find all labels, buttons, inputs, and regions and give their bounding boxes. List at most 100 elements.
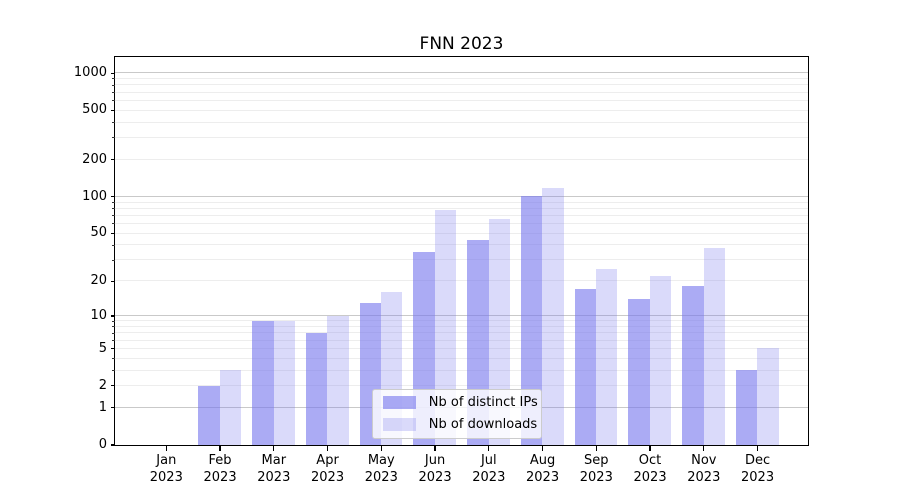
y-minor-tick-mark <box>112 259 115 261</box>
bar-downloads-nov-2023 <box>703 247 725 445</box>
bar-ips-feb-2023 <box>198 385 220 445</box>
minor-gridline-40 <box>114 244 808 246</box>
x-tick-label-apr-2023: Apr 2023 <box>311 453 345 485</box>
y-minor-tick-mark <box>112 223 115 225</box>
bar-downloads-feb-2023 <box>219 370 242 445</box>
minor-gridline-30 <box>114 259 808 261</box>
x-tick-label-aug-2023: Aug 2023 <box>526 453 560 485</box>
y-minor-tick-mark <box>112 244 115 246</box>
y-minor-tick-mark <box>112 326 115 328</box>
bar-ips-oct-2023 <box>628 299 650 445</box>
y-minor-tick-mark <box>112 332 115 334</box>
y-minor-tick-mark <box>112 121 115 123</box>
x-tick-label-dec-2023: Dec 2023 <box>741 453 775 485</box>
minor-gridline-3 <box>114 369 808 371</box>
bar-downloads-mar-2023 <box>273 320 295 445</box>
bar-downloads-aug-2023 <box>542 187 564 445</box>
x-tick-mark <box>326 446 329 451</box>
bar-downloads-sep-2023 <box>596 269 618 445</box>
y-minor-tick-mark <box>112 78 115 80</box>
x-tick-label-jul-2023: Jul 2023 <box>472 453 506 485</box>
bar-ips-nov-2023 <box>682 286 704 445</box>
bar-ips-apr-2023 <box>305 332 328 445</box>
x-tick-mark <box>649 446 651 451</box>
minor-gridline-500 <box>114 109 808 111</box>
y-minor-tick-mark <box>112 215 115 217</box>
y-minor-tick-mark <box>112 137 115 139</box>
x-tick-mark <box>488 446 490 451</box>
x-tick-mark <box>219 446 221 451</box>
y-minor-tick-mark <box>112 357 115 359</box>
minor-gridline-8 <box>114 326 808 328</box>
minor-gridline-300 <box>114 137 808 139</box>
x-tick-mark <box>380 446 382 451</box>
y-tick-label-10: 10 <box>90 307 107 323</box>
minor-gridline-20 <box>114 280 808 282</box>
legend-label: Nb of distinct IPs <box>428 394 538 410</box>
y-tick-mark <box>110 195 115 198</box>
bar-ips-aug-2023 <box>520 196 543 445</box>
minor-gridline-900 <box>114 78 808 80</box>
x-tick-mark <box>541 446 544 451</box>
minor-gridline-4 <box>114 357 808 359</box>
bar-downloads-jul-2023 <box>488 218 510 445</box>
y-tick-label-50: 50 <box>90 225 107 241</box>
y-tick-mark <box>110 444 115 446</box>
y-tick-mark <box>110 347 115 350</box>
y-tick-label-1: 1 <box>98 399 107 415</box>
y-minor-tick-mark <box>112 339 115 341</box>
minor-gridline-9 <box>114 320 808 322</box>
y-tick-mark <box>110 407 115 409</box>
x-tick-label-feb-2023: Feb 2023 <box>203 453 237 485</box>
minor-gridline-600 <box>114 99 808 101</box>
minor-gridline-2 <box>114 385 808 387</box>
minor-gridline-50 <box>114 232 808 234</box>
x-tick-mark <box>756 446 759 451</box>
bar-downloads-apr-2023 <box>327 315 349 445</box>
y-minor-tick-mark <box>112 201 115 203</box>
minor-gridline-90 <box>114 201 808 203</box>
x-tick-label-may-2023: May 2023 <box>364 453 398 485</box>
minor-gridline-80 <box>114 207 808 209</box>
legend-label: Nb of downloads <box>428 416 538 432</box>
y-tick-mark <box>110 315 115 317</box>
y-minor-tick-mark <box>112 207 115 209</box>
major-gridline-100 <box>114 195 808 197</box>
x-tick-mark <box>434 446 436 451</box>
plot-area: Nb of distinct IPs Nb of downloads <box>113 55 809 446</box>
legend-swatch-icon <box>382 418 416 432</box>
chart-title: FNN 2023 <box>419 34 504 54</box>
x-tick-mark <box>703 446 705 451</box>
bar-downloads-oct-2023 <box>649 276 672 445</box>
bar-ips-dec-2023 <box>735 370 758 445</box>
minor-gridline-60 <box>114 223 808 225</box>
y-tick-label-20: 20 <box>90 273 107 289</box>
x-tick-label-jun-2023: Jun 2023 <box>418 453 452 485</box>
y-tick-label-5: 5 <box>98 340 107 356</box>
bar-ips-sep-2023 <box>574 289 597 445</box>
y-minor-tick-mark <box>112 91 115 93</box>
y-minor-tick-mark <box>112 369 115 371</box>
minor-gridline-800 <box>114 84 808 86</box>
x-tick-label-nov-2023: Nov 2023 <box>687 453 721 485</box>
y-tick-label-100: 100 <box>82 188 107 204</box>
x-tick-label-jan-2023: Jan 2023 <box>149 453 183 485</box>
x-tick-mark <box>165 446 167 451</box>
bar-downloads-dec-2023 <box>757 348 779 445</box>
x-tick-label-sep-2023: Sep 2023 <box>579 453 613 485</box>
minor-gridline-5 <box>114 347 808 349</box>
y-tick-mark <box>110 280 115 282</box>
x-tick-mark <box>273 446 275 451</box>
x-tick-mark <box>595 446 597 451</box>
y-tick-mark <box>110 72 115 74</box>
legend: Nb of distinct IPs Nb of downloads <box>371 388 542 439</box>
y-tick-mark <box>110 158 115 161</box>
y-minor-tick-mark <box>112 320 115 322</box>
minor-gridline-70 <box>114 214 808 216</box>
minor-gridline-700 <box>114 91 808 93</box>
bar-ips-mar-2023 <box>252 320 274 445</box>
x-tick-label-oct-2023: Oct 2023 <box>633 453 667 485</box>
minor-gridline-200 <box>114 158 808 160</box>
major-gridline-10 <box>114 315 808 317</box>
